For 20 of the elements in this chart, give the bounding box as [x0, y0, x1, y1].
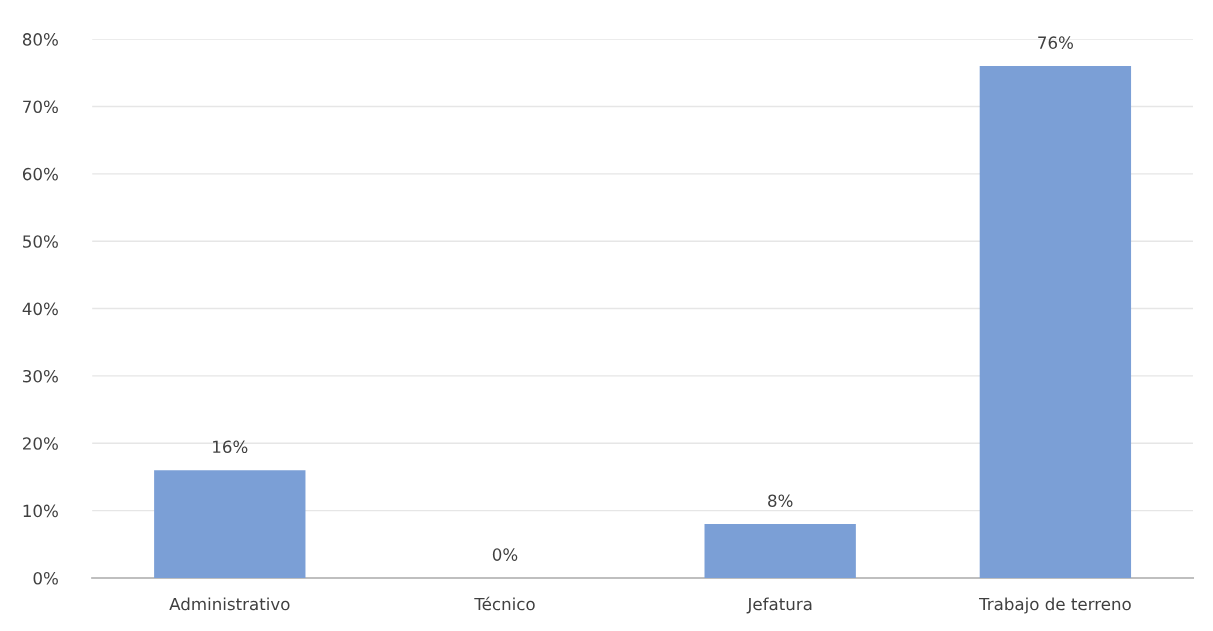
data-label: 16%: [213, 440, 248, 454]
y-tick-label: 10%: [23, 504, 58, 518]
bar: [154, 470, 306, 578]
y-tick-label: 20%: [23, 437, 58, 450]
y-tick-label: 30%: [23, 369, 58, 383]
x-tick-label: Administrativo: [169, 597, 290, 611]
x-tick-label: Trabajo de terreno: [979, 597, 1131, 614]
y-tick-label: 40%: [22, 302, 58, 316]
y-tick-label: 0%: [33, 571, 58, 585]
y-tick-label: 70%: [23, 100, 58, 114]
y-tick-label: 50%: [23, 235, 58, 248]
y-tick-label: 60%: [22, 167, 58, 181]
bar: [979, 66, 1132, 578]
bar: [704, 524, 856, 578]
x-tick-label: Jefatura: [746, 597, 812, 614]
data-label: 8%: [768, 494, 793, 507]
data-label: 0%: [492, 548, 518, 561]
x-tick-label: Técnico: [474, 596, 535, 611]
y-tick-label: 80%: [22, 33, 58, 46]
data-label: 76%: [1038, 36, 1073, 49]
